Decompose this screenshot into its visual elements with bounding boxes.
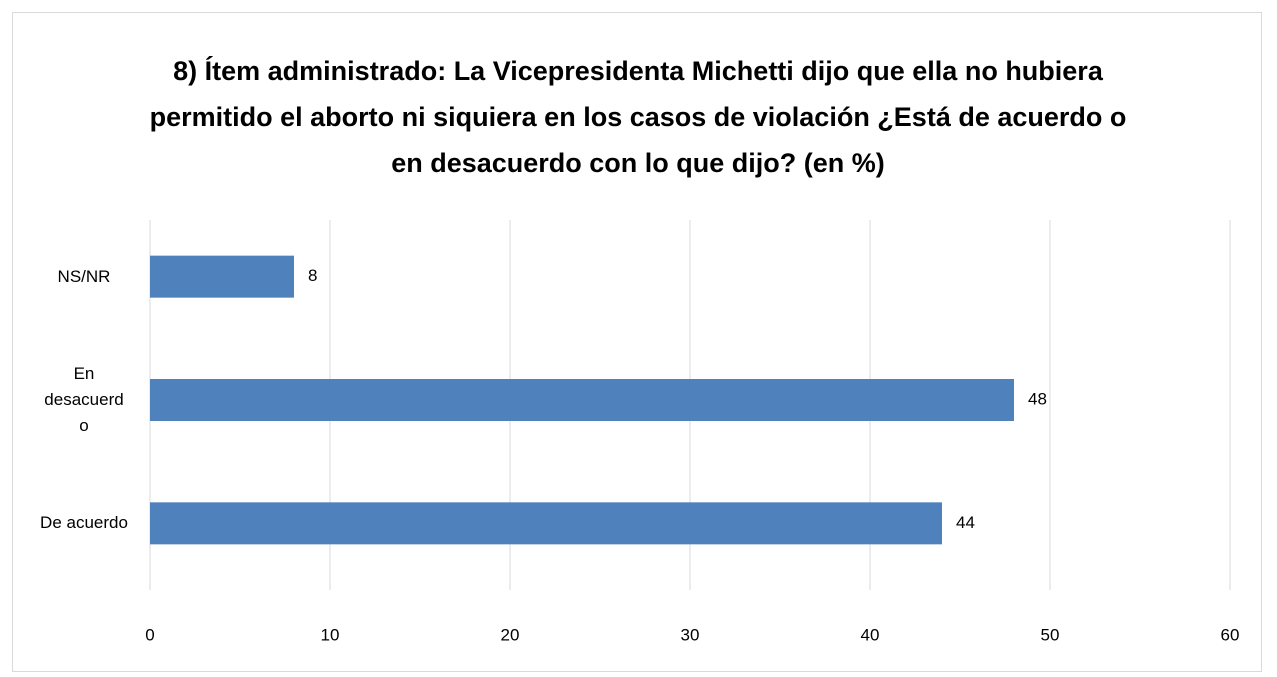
x-tick-label: 20 (501, 625, 520, 644)
chart-frame (12, 12, 1262, 672)
x-tick-label: 0 (145, 625, 154, 644)
data-label: 8 (308, 266, 317, 285)
chart-title: 8) Ítem administrado: La Vicepresidenta … (149, 56, 1127, 178)
y-tick-label: En desacuerdo (44, 364, 124, 435)
x-tick-label: 40 (861, 625, 880, 644)
bar (150, 502, 942, 545)
x-tick-label: 10 (321, 625, 340, 644)
y-tick-label: De acuerdo (40, 513, 128, 533)
bar (150, 379, 1014, 421)
data-label: 44 (956, 513, 975, 532)
bar (150, 255, 294, 298)
y-tick-label: NS/NR (57, 266, 111, 286)
x-tick-label: 30 (681, 625, 700, 644)
data-label: 48 (1028, 389, 1047, 408)
x-tick-label: 60 (1221, 625, 1240, 644)
x-tick-label: 50 (1041, 625, 1060, 644)
